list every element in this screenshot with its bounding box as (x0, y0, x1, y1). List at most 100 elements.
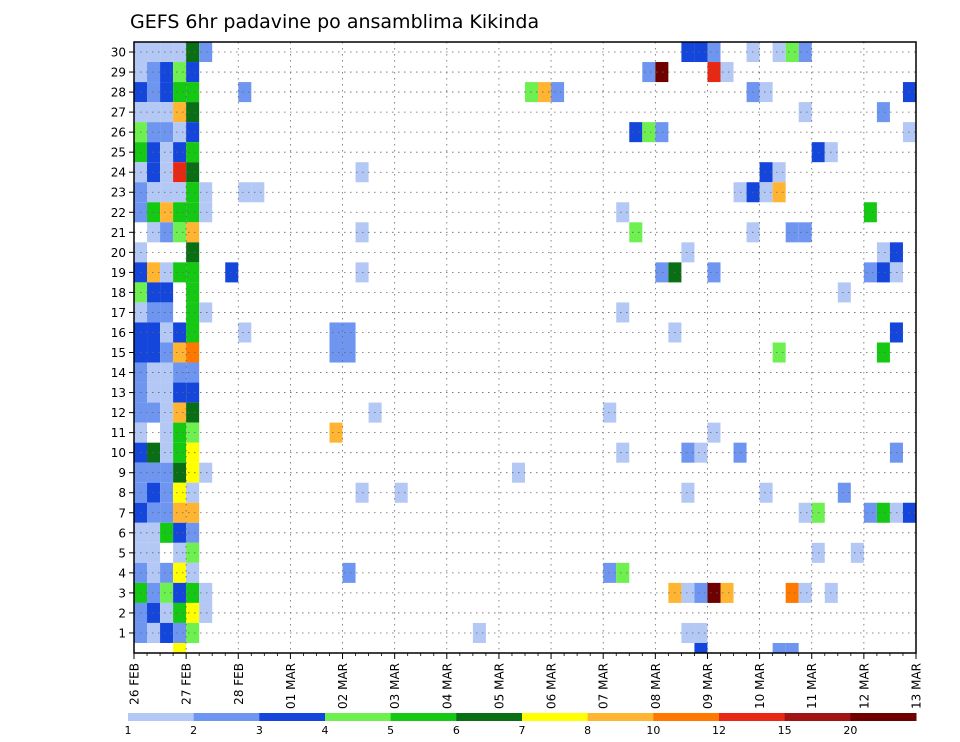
precip-cell (160, 62, 174, 83)
precip-cell (147, 282, 161, 303)
precip-cell (186, 202, 200, 223)
precip-cell (147, 362, 161, 383)
y-tick-label: 28 (111, 86, 126, 100)
precip-cell (681, 242, 695, 263)
precip-cell (837, 482, 851, 503)
precip-cell (173, 122, 187, 143)
legend-swatch (587, 713, 654, 721)
precip-cell (329, 322, 343, 343)
precip-cell (173, 182, 187, 203)
legend-swatch (522, 713, 589, 721)
precip-cell (186, 282, 200, 303)
legend-label: 12 (712, 724, 726, 737)
precip-cell (173, 402, 187, 423)
precip-cell (147, 602, 161, 623)
legend-swatch (325, 713, 392, 721)
legend-label: 1 (125, 724, 132, 737)
precip-cell (173, 642, 187, 653)
precip-cell (694, 42, 708, 63)
precip-cell (629, 122, 643, 143)
precip-cell (173, 202, 187, 223)
precip-cell (186, 242, 200, 263)
precip-cell (616, 562, 630, 583)
precip-cell (186, 482, 200, 503)
precip-cell (186, 402, 200, 423)
precip-cell (173, 222, 187, 243)
y-tick-label: 7 (118, 506, 126, 520)
precip-cell (720, 62, 734, 83)
precip-cell (759, 182, 773, 203)
precip-cell (186, 182, 200, 203)
precip-cell (863, 202, 877, 223)
chart-title: GEFS 6hr padavine po ansamblima Kikinda (130, 11, 539, 33)
precip-cell (655, 62, 669, 83)
precip-cell (616, 202, 630, 223)
precip-cell (147, 502, 161, 523)
x-tick-label: 11 MAR (805, 663, 819, 709)
precip-cell (772, 42, 786, 63)
precip-cell (837, 282, 851, 303)
precip-cell (147, 402, 161, 423)
precip-cell (694, 442, 708, 463)
legend-label: 4 (322, 724, 329, 737)
precip-cell (681, 582, 695, 603)
y-tick-label: 15 (111, 346, 126, 360)
precip-cell (173, 542, 187, 563)
y-tick-label: 23 (111, 186, 126, 200)
precip-cell (160, 502, 174, 523)
precip-cell (186, 502, 200, 523)
plot-frame (133, 41, 917, 654)
legend-label: 3 (256, 724, 263, 737)
precip-cell (186, 82, 200, 103)
precip-cell (186, 582, 200, 603)
x-tick-label: 08 MAR (649, 663, 663, 709)
color-legend: 1 2 3 4 5 6 7 8 10 12 15 20 (125, 713, 917, 737)
precip-cell (160, 522, 174, 543)
cells-layer (134, 42, 916, 653)
precip-cell (186, 322, 200, 343)
x-tick-label: 09 MAR (701, 663, 715, 709)
precip-cell (160, 142, 174, 163)
precip-cell (147, 222, 161, 243)
precip-cell (173, 42, 187, 63)
precip-cell (186, 602, 200, 623)
precip-cell (707, 62, 721, 83)
precip-cell (173, 462, 187, 483)
x-tick-label: 13 MAR (910, 663, 924, 709)
precip-cell (160, 482, 174, 503)
precip-cell (186, 142, 200, 163)
legend-label: 2 (190, 724, 197, 737)
y-tick-label: 25 (111, 146, 126, 160)
precip-cell (772, 642, 786, 653)
y-tick-label: 24 (111, 166, 126, 180)
precip-cell (147, 322, 161, 343)
precip-cell (173, 622, 187, 643)
precip-cell (147, 542, 161, 563)
y-tick-label: 29 (111, 66, 126, 80)
precip-cell (798, 42, 812, 63)
precip-cell (186, 102, 200, 123)
precip-cell (147, 122, 161, 143)
legend-swatch (128, 713, 195, 721)
precip-cell (199, 462, 213, 483)
precip-cell (186, 42, 200, 63)
x-tick-label: 28 FEB (232, 663, 246, 705)
precip-cell (707, 262, 721, 283)
precip-cell (850, 542, 864, 563)
precip-cell (472, 622, 486, 643)
precip-cell (238, 182, 252, 203)
y-tick-label: 8 (118, 486, 126, 500)
precip-cell (798, 222, 812, 243)
precip-cell (160, 442, 174, 463)
precip-cell (147, 622, 161, 643)
ticks-layer: 1234567891011121314151617181920212223242… (111, 46, 924, 709)
legend-swatch (653, 713, 720, 721)
precip-cell (720, 582, 734, 603)
precip-cell (329, 342, 343, 363)
precip-cell (147, 562, 161, 583)
precip-cell (186, 362, 200, 383)
precip-cell (186, 522, 200, 543)
precip-cell (759, 482, 773, 503)
legend-label: 5 (387, 724, 394, 737)
precip-cell (876, 242, 890, 263)
